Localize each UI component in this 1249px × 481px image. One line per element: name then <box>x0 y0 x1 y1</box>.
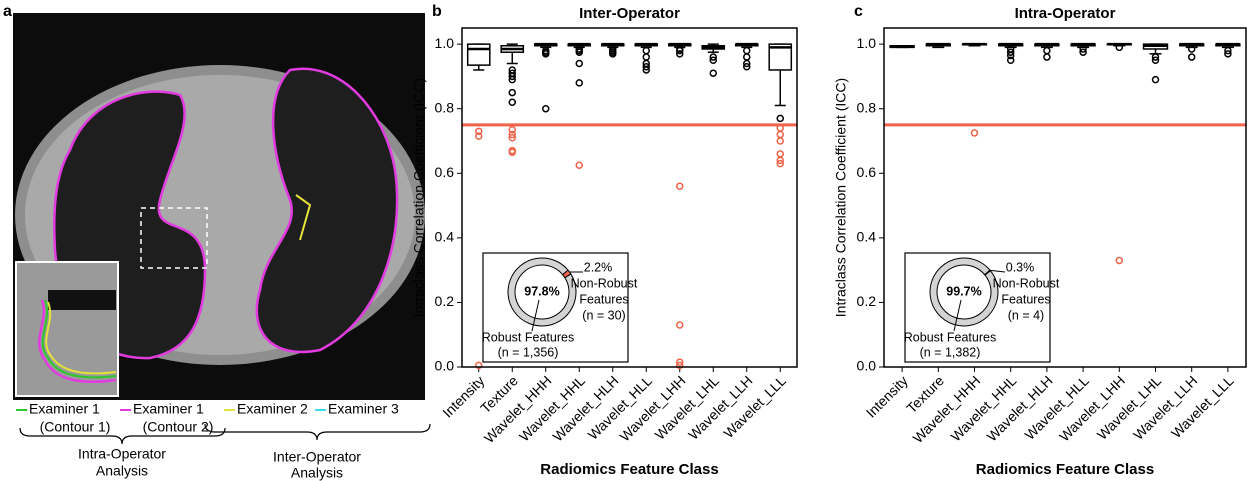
panel-label: a <box>3 3 12 20</box>
brace-label: Inter-Operator <box>273 449 361 465</box>
y-tick-label: 0.2 <box>435 293 455 309</box>
outlier <box>1044 54 1050 60</box>
y-axis-label: Intraclass Correlation Coefficient (ICC) <box>833 78 849 317</box>
donut-label: Robust Features <box>482 330 574 344</box>
donut-label: Non-Robust <box>571 276 638 290</box>
non-robust-outlier <box>677 322 683 328</box>
outlier <box>643 54 649 60</box>
donut-label: (n = 1,382) <box>920 345 981 359</box>
outlier <box>643 48 649 54</box>
y-tick-label: 0.6 <box>435 164 455 180</box>
donut-value-label: 0.3% <box>1006 260 1035 274</box>
donut-label: (n = 4) <box>1008 308 1044 322</box>
y-axis-label: Intraclass Correlation Coefficient (ICC) <box>411 78 427 317</box>
brace-label: Analysis <box>96 463 148 479</box>
outlier <box>1153 77 1159 83</box>
x-axis-label: Radiomics Feature Class <box>976 461 1154 478</box>
donut-label: Features <box>1001 292 1050 306</box>
brace-label: Intra-Operator <box>78 446 166 462</box>
donut-label: (n = 30) <box>582 308 625 322</box>
outlier <box>509 90 515 96</box>
donut-label: Robust Features <box>904 330 996 344</box>
legend-label: Examiner 1 <box>133 401 204 417</box>
legend-label: Examiner 3 <box>328 401 399 417</box>
outlier <box>777 115 783 121</box>
donut-label: Features <box>579 292 628 306</box>
outlier <box>744 48 750 54</box>
legend-label: Examiner 1 <box>29 401 100 417</box>
non-robust-outlier <box>576 162 582 168</box>
y-tick-label: 0.2 <box>857 293 877 309</box>
y-tick-label: 1.0 <box>435 35 455 51</box>
non-robust-outlier <box>972 130 978 136</box>
y-tick-label: 0.4 <box>857 229 877 245</box>
legend-sub: (Contour 1) <box>40 419 111 435</box>
outlier <box>710 70 716 76</box>
chart-title: Inter-Operator <box>579 5 680 22</box>
non-robust-outlier <box>777 132 783 138</box>
outlier <box>744 54 750 60</box>
brace <box>205 424 430 440</box>
non-robust-outlier <box>1116 257 1122 263</box>
outlier <box>509 99 515 105</box>
box <box>468 44 490 65</box>
outlier <box>1189 54 1195 60</box>
x-tick-label: Intensity <box>863 372 911 420</box>
ct-image <box>13 13 425 400</box>
donut-label: Non-Robust <box>993 276 1060 290</box>
panel-label: c <box>854 3 863 20</box>
legend-sub: (Contour 2) <box>143 419 214 435</box>
non-robust-outlier <box>777 151 783 157</box>
outlier <box>576 80 582 86</box>
y-tick-label: 0.8 <box>857 99 877 115</box>
panel-label: b <box>432 3 442 20</box>
outlier <box>543 106 549 112</box>
y-tick-label: 0.6 <box>857 164 877 180</box>
y-tick-label: 0.0 <box>435 358 455 374</box>
donut-label: (n = 1,356) <box>498 345 559 359</box>
legend-label: Examiner 2 <box>237 401 308 417</box>
donut-value-label: 99.7% <box>946 284 981 298</box>
brace-label: Analysis <box>291 465 343 481</box>
donut-value-label: 97.8% <box>524 284 559 298</box>
donut-value-label: 2.2% <box>584 260 613 274</box>
y-tick-label: 0.4 <box>435 229 455 245</box>
outlier <box>1044 48 1050 54</box>
outlier <box>576 61 582 67</box>
chart-title: Intra-Operator <box>1015 5 1116 22</box>
y-tick-label: 0.0 <box>857 358 877 374</box>
y-tick-label: 1.0 <box>857 35 877 51</box>
x-tick-label: Intensity <box>439 372 487 420</box>
figure: a Examiner 1 (Contour 1) Examiner 1 (Con… <box>0 0 1249 481</box>
y-tick-label: 0.8 <box>435 99 455 115</box>
non-robust-outlier <box>677 183 683 189</box>
x-axis-label: Radiomics Feature Class <box>540 461 718 478</box>
non-robust-outlier <box>777 138 783 144</box>
